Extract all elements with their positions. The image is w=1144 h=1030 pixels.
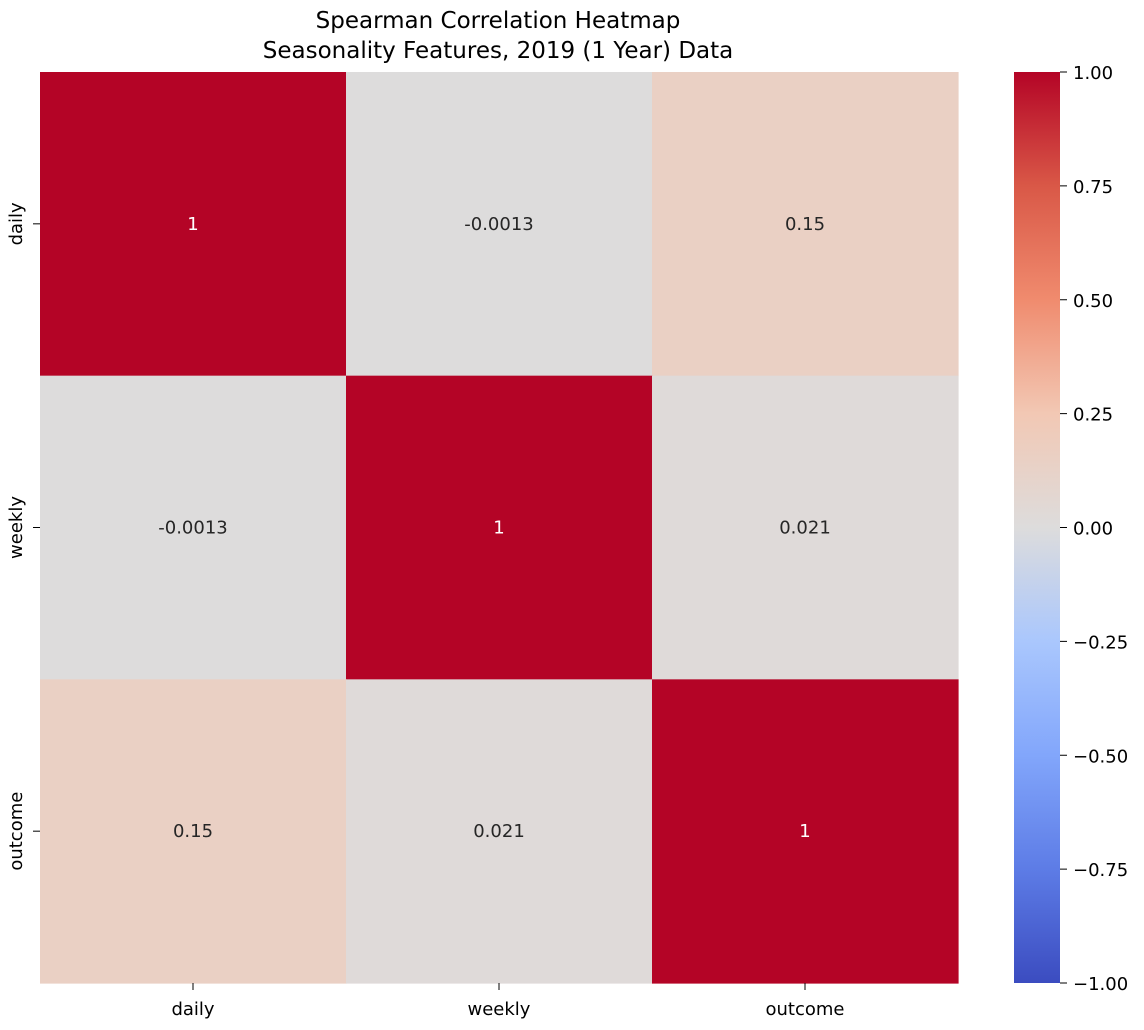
cell-annotation: 0.021 — [779, 518, 831, 539]
cell-annotation: 0.021 — [473, 821, 525, 842]
y-tick-label: weekly — [6, 496, 27, 559]
heatmap-cell — [40, 375, 347, 680]
cell-annotation: 1 — [493, 518, 504, 539]
colorbar-tick-label: −0.75 — [1073, 860, 1128, 881]
colorbar-tick-label: 0.50 — [1073, 291, 1113, 312]
x-axis: daily weekly outcome — [171, 983, 845, 1020]
colorbar: 1.00 0.75 0.50 0.25 0.00 −0.25 −0.50 −0.75 −1.00 — [1014, 63, 1128, 995]
colorbar-gradient — [1014, 72, 1060, 983]
cell-annotation: 1 — [187, 214, 198, 235]
heatmap-cell — [652, 375, 959, 680]
cell-annotation: 1 — [799, 821, 810, 842]
colorbar-tick-label: 0.75 — [1073, 177, 1113, 198]
colorbar-tick-label: 1.00 — [1073, 63, 1113, 84]
chart-title: Spearman Correlation Heatmap — [316, 8, 681, 34]
colorbar-tick-label: −0.50 — [1073, 746, 1128, 767]
y-tick-label: daily — [6, 202, 27, 245]
heatmap-cell — [346, 375, 653, 680]
colorbar-ticks: 1.00 0.75 0.50 0.25 0.00 −0.25 −0.50 −0.75 −1.00 — [1060, 63, 1128, 995]
heatmap-cell — [652, 72, 959, 377]
heatmap-cell — [346, 679, 653, 984]
cell-annotation: 0.15 — [173, 821, 213, 842]
heatmap-cell — [40, 679, 347, 984]
heatmap-cell — [40, 72, 347, 377]
cell-annotation: -0.0013 — [158, 518, 227, 539]
x-tick-label: outcome — [766, 999, 845, 1020]
chart-subtitle: Seasonality Features, 2019 (1 Year) Data — [263, 38, 733, 64]
colorbar-tick-label: −0.25 — [1073, 632, 1128, 653]
colorbar-tick-label: 0.00 — [1073, 519, 1113, 540]
y-axis: daily weekly outcome — [6, 202, 40, 871]
heatmap-cell — [652, 679, 959, 984]
x-tick-label: weekly — [468, 999, 531, 1020]
colorbar-tick-label: 0.25 — [1073, 405, 1113, 426]
y-tick-label: outcome — [6, 792, 27, 871]
heatmap-cells: 1 -0.0013 0.15 -0.0013 1 0.021 0.15 0.021 1 — [40, 72, 959, 984]
colorbar-tick-label: −1.00 — [1073, 974, 1128, 995]
cell-annotation: -0.0013 — [464, 214, 533, 235]
cell-annotation: 0.15 — [785, 214, 825, 235]
x-tick-label: daily — [171, 999, 214, 1020]
heatmap-cell — [346, 72, 653, 377]
